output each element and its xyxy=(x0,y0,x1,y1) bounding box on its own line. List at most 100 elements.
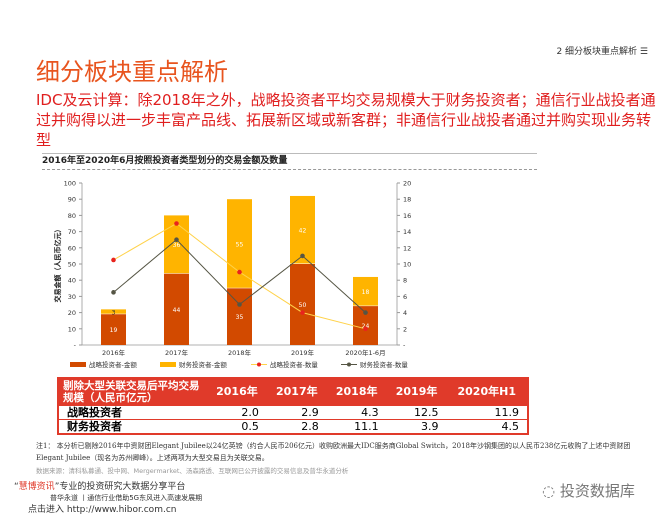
bar-strategic-amount xyxy=(164,273,189,345)
table-cell: 0.5 xyxy=(207,419,267,434)
line-point xyxy=(111,257,116,263)
line-point xyxy=(300,310,305,315)
bar-label: 42 xyxy=(299,227,307,234)
line-point xyxy=(363,326,368,332)
y2-tick-label: 10 xyxy=(403,261,411,269)
table-cell: 12.5 xyxy=(386,405,447,420)
table-cell: 4.5 xyxy=(446,419,528,434)
page-title: 细分板块重点解析 xyxy=(36,58,228,86)
table-header-row: 剔除大型关联交易后平均交易规模（人民币亿元） 2016年 2017年 2018年… xyxy=(58,378,528,406)
y2-tick-label: 4 xyxy=(403,309,407,317)
watermark: ◌ 投资数据库 xyxy=(542,480,635,501)
footer-brand-line: “慧博资讯”专业的投资研究大数据分享平台 xyxy=(14,482,186,492)
wechat-icon: ◌ xyxy=(542,482,560,500)
report-title: 普华永道 丨通信行业借助5G东风进入高速发展期 xyxy=(50,494,203,502)
y-tick-label: 90 xyxy=(68,196,76,204)
footnote: 注1： 本分析已剔除2016年中资财团Elegant Jubilee以24亿英镑… xyxy=(36,442,631,462)
y2-tick-label: 14 xyxy=(403,228,411,236)
y2-tick-label: 20 xyxy=(403,180,411,188)
table-cell: 11.1 xyxy=(326,419,387,434)
bar-financial-amount xyxy=(290,195,315,264)
bar-label: 36 xyxy=(173,242,181,249)
y-tick-label: 10 xyxy=(68,325,76,333)
hibor-link[interactable]: http://www.hibor.com.cn xyxy=(66,505,177,515)
table-row: 战略投资者 2.0 2.9 4.3 12.5 11.9 xyxy=(58,405,528,420)
bar-financial-amount xyxy=(353,276,378,306)
legend-label: 财务投资者-金额 xyxy=(179,360,227,369)
bar-label: 44 xyxy=(173,307,181,314)
brand-slogan: 专业的投资研究大数据分享平台 xyxy=(59,482,186,492)
section-header: 2 细分板块重点解析 ☰ xyxy=(556,44,648,57)
enter-label: 点击进入 xyxy=(28,505,65,515)
line-point xyxy=(363,310,368,315)
line-point xyxy=(174,221,179,226)
y-tick-label: - xyxy=(74,342,77,350)
y-tick-label: 100 xyxy=(64,180,76,188)
x-tick-label: 2019年 xyxy=(291,348,315,357)
table-cell: 3.9 xyxy=(386,419,447,434)
legend-label: 财务投资者-数量 xyxy=(360,360,408,369)
bar-label: 3 xyxy=(112,309,116,316)
bar-label: 19 xyxy=(110,327,118,334)
legend-marker xyxy=(347,362,351,367)
y-tick-label: 80 xyxy=(68,212,76,220)
y2-tick-label: - xyxy=(403,342,406,350)
bar-label: 18 xyxy=(362,289,370,296)
section-label: 2 细分板块重点解析 xyxy=(556,47,638,57)
x-tick-label: 2018年 xyxy=(228,348,252,357)
y2-tick-label: 6 xyxy=(403,293,407,301)
brand-name: 慧博资讯 xyxy=(18,482,55,492)
data-source: 数据来源：清科私募通、投中网、Mergermarket、汤森路透、互联网已公开披… xyxy=(36,467,349,475)
y2-tick-label: 8 xyxy=(403,277,407,285)
chart: - 10 20 30 40 50 60 70 80 90 100 - 2 4 6 8 10 12 14 16 18 20 交… xyxy=(53,180,411,370)
bar-financial-amount xyxy=(101,309,126,314)
y-tick-label: 60 xyxy=(68,244,76,252)
table-cell: 2.8 xyxy=(266,419,327,434)
table-cell: 财务投资者 xyxy=(58,419,207,434)
table-header: 2018年 xyxy=(326,378,387,406)
table-header: 剔除大型关联交易后平均交易规模（人民币亿元） xyxy=(58,378,207,406)
y2-tick-label: 16 xyxy=(403,212,411,220)
legend-marker xyxy=(257,362,261,367)
legend-swatch xyxy=(160,362,176,367)
x-tick-label: 2016年 xyxy=(102,348,126,357)
table-header: 2017年 xyxy=(266,378,327,406)
bar-label: 55 xyxy=(236,241,244,248)
avg-deal-size-table: 剔除大型关联交易后平均交易规模（人民币亿元） 2016年 2017年 2018年… xyxy=(57,377,529,435)
line-point xyxy=(237,269,242,275)
y-axis-label: 交易金额（人民币亿元） xyxy=(53,226,62,303)
page-subtitle: IDC及云计算：除2018年之外，战略投资者平均交易规模大于财务投资者；通信行业… xyxy=(36,91,656,149)
table-cell: 4.3 xyxy=(326,405,387,420)
menu-icon[interactable]: ☰ xyxy=(639,47,648,57)
table-header: 2019年 xyxy=(386,378,447,406)
legend-swatch xyxy=(70,362,86,367)
bar-strategic-amount xyxy=(101,314,126,345)
y-tick-label: 70 xyxy=(68,228,76,236)
x-tick-label: 2017年 xyxy=(165,348,189,357)
chart-title: 2016年至2020年6月按照投资者类型划分的交易金额及数量 xyxy=(42,153,537,170)
bar-label: 50 xyxy=(299,302,307,309)
y-tick-label: 40 xyxy=(68,277,76,285)
line-point xyxy=(111,290,116,295)
y2-tick-label: 2 xyxy=(403,325,407,333)
y2-tick-label: 18 xyxy=(403,196,411,204)
table-cell: 11.9 xyxy=(446,405,528,420)
table-cell: 2.9 xyxy=(266,405,327,420)
y-tick-label: 30 xyxy=(68,293,76,301)
line-point xyxy=(300,253,305,259)
table-header: 2016年 xyxy=(207,378,267,406)
table-row: 财务投资者 0.5 2.8 11.1 3.9 4.5 xyxy=(58,419,528,434)
line-point xyxy=(174,237,179,242)
footer-link-line: 点击进入 http://www.hibor.com.cn xyxy=(28,505,176,516)
bar-strategic-amount xyxy=(290,264,315,345)
y2-tick-label: 12 xyxy=(403,244,411,252)
watermark-text: 投资数据库 xyxy=(559,482,635,500)
table-cell: 2.0 xyxy=(207,405,267,420)
bar-label: 35 xyxy=(236,314,244,321)
y-tick-label: 50 xyxy=(68,261,76,269)
table-header: 2020年H1 xyxy=(446,378,528,406)
table-cell: 战略投资者 xyxy=(58,405,207,420)
line-point xyxy=(237,302,242,307)
x-tick-label: 2020年1-6月 xyxy=(345,348,385,357)
y-tick-label: 20 xyxy=(68,309,76,317)
